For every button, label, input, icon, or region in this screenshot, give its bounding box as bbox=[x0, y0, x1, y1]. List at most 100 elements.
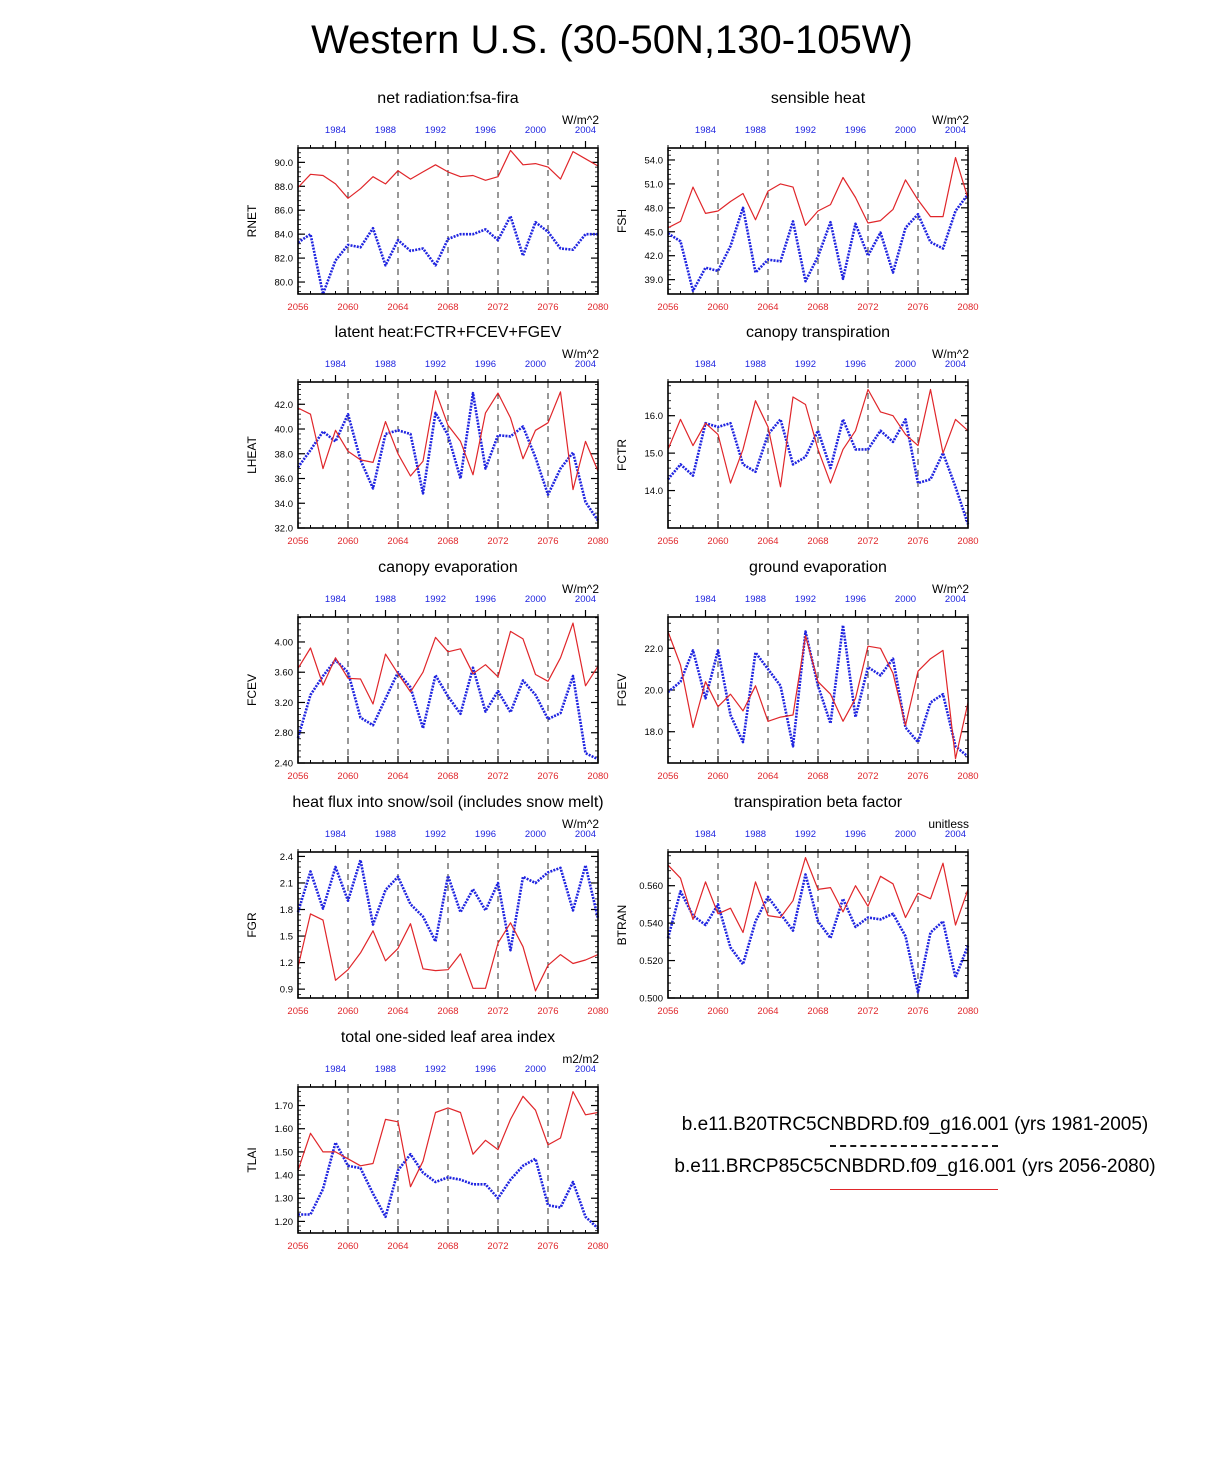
top-tick-label: 1992 bbox=[425, 1064, 446, 1075]
x-tick-label: 2064 bbox=[757, 771, 778, 782]
x-tick-label: 2060 bbox=[337, 771, 358, 782]
y-tick-label: 1.30 bbox=[275, 1194, 294, 1205]
top-tick-label: 1988 bbox=[375, 829, 396, 840]
y-tick-label: 40.0 bbox=[275, 425, 294, 436]
x-tick-label: 2060 bbox=[707, 302, 728, 313]
series-future bbox=[297, 390, 599, 491]
y-tick-label: 3.20 bbox=[275, 698, 294, 709]
y-tick-label: 4.00 bbox=[275, 637, 294, 648]
y-tick-label: 38.0 bbox=[275, 449, 294, 460]
top-tick-label: 2000 bbox=[525, 359, 546, 370]
top-tick-label: 1984 bbox=[695, 829, 716, 840]
x-tick-label: 2080 bbox=[587, 771, 608, 782]
top-tick-label: 1996 bbox=[475, 359, 496, 370]
top-tick-label: 1988 bbox=[375, 1064, 396, 1075]
panel-fgr: heat flux into snow/soil (includes snow … bbox=[245, 794, 609, 1017]
panel-title: sensible heat bbox=[771, 90, 866, 107]
x-tick-label: 2060 bbox=[707, 1006, 728, 1017]
panel-title: ground evaporation bbox=[749, 559, 887, 576]
top-tick-label: 1996 bbox=[845, 359, 866, 370]
top-tick-label: 1996 bbox=[475, 829, 496, 840]
x-tick-label: 2064 bbox=[387, 302, 408, 313]
panel-btran: transpiration beta factor unitless BTRAN 20… bbox=[615, 794, 979, 1017]
y-axis-label: FCTR bbox=[615, 439, 629, 471]
series-future bbox=[297, 1090, 599, 1188]
top-tick-label: 1988 bbox=[745, 594, 766, 605]
x-tick-label: 2068 bbox=[437, 536, 458, 547]
y-tick-label: 82.0 bbox=[275, 254, 294, 265]
plot-frame bbox=[667, 147, 969, 295]
y-tick-label: 2.80 bbox=[275, 728, 294, 739]
y-tick-label: 1.2 bbox=[280, 958, 293, 969]
y-tick-label: 90.0 bbox=[275, 158, 294, 169]
top-tick-label: 1992 bbox=[795, 125, 816, 136]
top-tick-label: 1988 bbox=[745, 829, 766, 840]
y-tick-label: 20.0 bbox=[645, 686, 664, 697]
y-tick-label: 18.0 bbox=[645, 727, 664, 738]
series-future bbox=[667, 388, 969, 488]
y-tick-label: 22.0 bbox=[645, 644, 664, 655]
panel-fcev: canopy evaporation W/m^2 FCEV 2056 2060 2064 2… bbox=[245, 559, 609, 782]
x-tick-label: 2064 bbox=[757, 536, 778, 547]
top-tick-label: 2004 bbox=[575, 1064, 596, 1075]
y-axis-label: RNET bbox=[245, 204, 259, 237]
top-tick-label: 1996 bbox=[475, 594, 496, 605]
top-tick-label: 2004 bbox=[945, 829, 966, 840]
top-tick-label: 1996 bbox=[845, 125, 866, 136]
y-tick-label: 0.560 bbox=[639, 881, 663, 892]
panel-title: canopy transpiration bbox=[746, 324, 890, 341]
top-tick-label: 2000 bbox=[895, 594, 916, 605]
top-tick-label: 1992 bbox=[425, 359, 446, 370]
y-tick-label: 39.0 bbox=[645, 275, 664, 286]
series-historical bbox=[296, 391, 600, 522]
top-tick-label: 1988 bbox=[375, 594, 396, 605]
plot-frame bbox=[667, 616, 969, 764]
top-tick-label: 1996 bbox=[845, 594, 866, 605]
x-tick-label: 2056 bbox=[657, 536, 678, 547]
y-tick-label: 80.0 bbox=[275, 278, 294, 289]
x-tick-label: 2076 bbox=[537, 536, 558, 547]
series-historical bbox=[297, 214, 598, 296]
y-tick-label: 1.8 bbox=[280, 905, 293, 916]
x-tick-label: 2060 bbox=[337, 302, 358, 313]
x-tick-label: 2056 bbox=[287, 1006, 308, 1017]
series-future bbox=[667, 631, 969, 760]
top-tick-label: 1988 bbox=[745, 359, 766, 370]
x-tick-label: 2080 bbox=[957, 302, 978, 313]
x-tick-label: 2064 bbox=[387, 771, 408, 782]
y-tick-label: 2.1 bbox=[280, 878, 293, 889]
x-tick-label: 2072 bbox=[487, 771, 508, 782]
x-tick-label: 2060 bbox=[707, 536, 728, 547]
top-tick-label: 2004 bbox=[575, 359, 596, 370]
x-tick-label: 2064 bbox=[757, 1006, 778, 1017]
x-tick-label: 2076 bbox=[537, 1241, 558, 1252]
panel-title: latent heat:FCTR+FCEV+FGEV bbox=[335, 324, 562, 341]
top-tick-label: 2000 bbox=[525, 1064, 546, 1075]
series-future bbox=[667, 856, 969, 934]
units-label: W/m^2 bbox=[562, 582, 599, 596]
x-tick-label: 2068 bbox=[437, 771, 458, 782]
y-tick-label: 3.60 bbox=[275, 668, 294, 679]
top-tick-label: 1984 bbox=[325, 829, 346, 840]
series-historical bbox=[298, 1141, 599, 1230]
y-tick-label: 54.0 bbox=[645, 155, 664, 166]
plot-frame bbox=[297, 616, 599, 764]
y-tick-label: 84.0 bbox=[275, 230, 294, 241]
x-tick-label: 2076 bbox=[907, 1006, 928, 1017]
y-tick-label: 36.0 bbox=[275, 474, 294, 485]
x-tick-label: 2068 bbox=[807, 771, 828, 782]
x-tick-label: 2056 bbox=[287, 771, 308, 782]
plot-frame bbox=[667, 851, 969, 999]
y-axis-label: FCEV bbox=[245, 674, 259, 706]
x-tick-label: 2072 bbox=[857, 1006, 878, 1017]
top-tick-label: 1992 bbox=[425, 125, 446, 136]
panel-title: transpiration beta factor bbox=[734, 794, 903, 811]
top-tick-label: 1984 bbox=[695, 359, 716, 370]
panel-tlai: total one-sided leaf area index m2/m2 TLAI… bbox=[245, 1029, 609, 1252]
x-tick-label: 2056 bbox=[657, 1006, 678, 1017]
series-future bbox=[297, 149, 599, 199]
series-historical bbox=[296, 858, 600, 952]
x-tick-label: 2076 bbox=[907, 536, 928, 547]
x-tick-label: 2072 bbox=[857, 536, 878, 547]
panel-title: canopy evaporation bbox=[378, 559, 518, 576]
